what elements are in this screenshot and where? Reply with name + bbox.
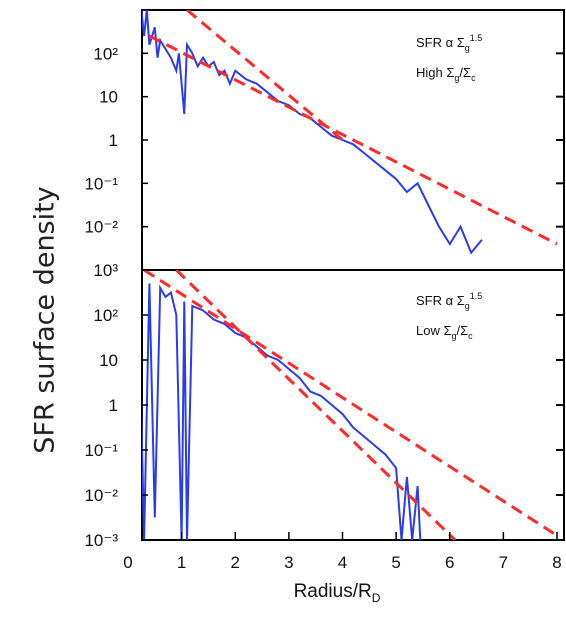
outer-y-label: SFR surface density: [30, 186, 61, 453]
power-law-fit-line-1-2: [175, 270, 457, 540]
y-tick-label: 10: [99, 351, 118, 370]
y-tick-label: 10⁻²: [84, 218, 118, 237]
x-tick-label: 2: [231, 553, 240, 572]
x-tick-label: 0: [123, 553, 132, 572]
x-tick-label: 8: [552, 553, 561, 572]
y-tick-label: 10³: [93, 261, 118, 280]
svg-text:SFR α Σg1.5: SFR α Σg1.5: [416, 291, 482, 311]
top-annotation: SFR α Σg1.5 High Σg/Σc: [416, 33, 482, 83]
x-tick-label: 1: [177, 553, 186, 572]
top-plot-area: [142, 10, 558, 255]
power-law-fit-line-0-2: [186, 10, 344, 142]
y-tick-label: 10⁻¹: [84, 441, 118, 460]
svg-text:High Σg/Σc: High Σg/Σc: [416, 65, 476, 83]
y-tick-label: 10²: [93, 306, 118, 325]
y-tick-label: 10: [99, 88, 118, 107]
bottom-annotation: SFR α Σg1.5 Low Σg/Σc: [416, 291, 482, 341]
svg-text:Low Σg/Σc: Low Σg/Σc: [416, 323, 473, 341]
x-tick-label: 4: [338, 553, 347, 572]
y-tick-label: 10⁻¹: [84, 174, 118, 193]
sfr-profile-line-1-0: [142, 283, 422, 540]
sfr-profile-line-0-0: [142, 10, 483, 255]
x-tick-label: 7: [499, 553, 508, 572]
power-law-fit-line-1-1: [143, 270, 558, 537]
x-tick-label: 6: [445, 553, 454, 572]
y-tick-label: 10⁻²: [84, 486, 118, 505]
y-tick-label: 1: [109, 131, 118, 150]
bottom-plot-area: [142, 270, 558, 540]
y-tick-label: 10²: [93, 44, 118, 63]
svg-text:SFR α Σg1.5: SFR α Σg1.5: [416, 33, 482, 53]
x-axis-title: Radius/RD: [294, 581, 381, 605]
x-tick-label: 5: [391, 553, 400, 572]
y-tick-label: 1: [109, 396, 118, 415]
y-tick-label: 10⁻³: [84, 531, 118, 550]
power-law-fit-line-0-1: [148, 34, 558, 246]
x-tick-label: 3: [284, 553, 293, 572]
